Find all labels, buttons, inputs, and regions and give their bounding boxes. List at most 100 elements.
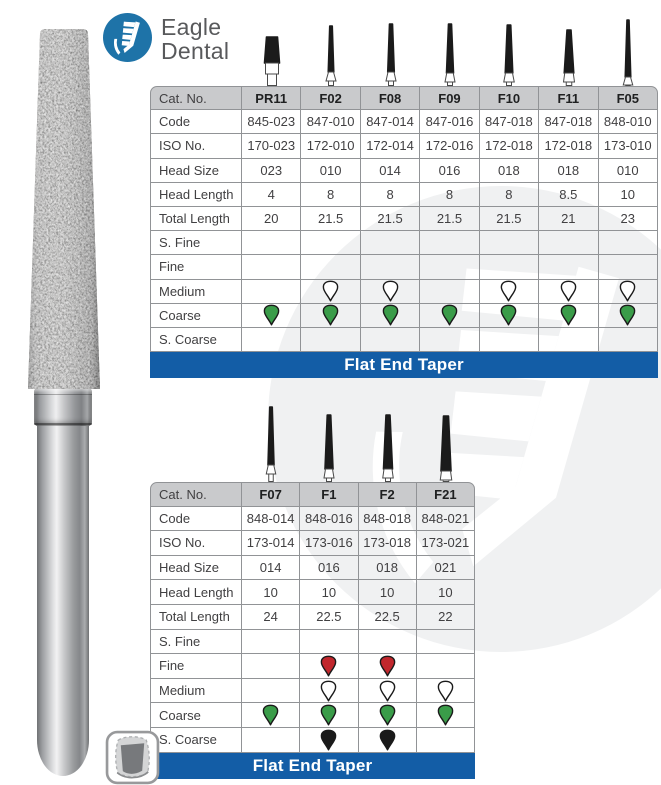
row-label: Head Size — [150, 158, 242, 183]
spec-cell: 170-023 — [242, 134, 302, 159]
bur-profile-icon — [381, 414, 394, 482]
spec-cell: 847-018 — [539, 110, 599, 135]
grit-cell — [479, 231, 540, 256]
spec-cell: 014 — [242, 555, 301, 581]
header-row: Cat. No. PR11 F02 F08 F09 F10 F11 F05 — [150, 86, 658, 111]
grit-cell — [300, 727, 359, 753]
row-total_length: Total Length 24 22.5 22.5 22 — [150, 604, 475, 630]
grit-diamond-red — [379, 655, 395, 677]
spec-cell: 018 — [358, 555, 417, 581]
grit-diamond-green — [321, 704, 337, 726]
spec-cell: 10 — [242, 580, 301, 605]
column-header-F21: F21 — [416, 482, 475, 507]
grit-cell — [539, 327, 599, 353]
column-header-F11: F11 — [539, 86, 599, 111]
grit-cell — [360, 327, 421, 353]
grit-cell — [242, 727, 301, 753]
spec-cell: 173-021 — [416, 531, 475, 556]
grit-cell — [242, 327, 302, 353]
grit-cell — [420, 231, 480, 256]
spec-cell: 010 — [598, 158, 658, 183]
grit-diamond-green — [441, 304, 458, 326]
row-coarse: Coarse — [150, 303, 658, 328]
spec-cell: 22.5 — [358, 604, 417, 630]
row-s_coarse: S. Coarse — [150, 327, 658, 353]
spec-cell: 8 — [420, 182, 480, 207]
grit-cell — [242, 255, 302, 280]
flat-end-taper-shape-icon — [105, 730, 160, 785]
grit-cell — [242, 231, 302, 256]
bur-profile-icon — [265, 406, 277, 482]
grit-cell — [416, 629, 475, 655]
row-head_length: Head Length 10 10 10 10 — [150, 580, 475, 605]
grit-diamond-black — [321, 729, 337, 751]
grit-cell — [420, 327, 480, 353]
column-profiles — [150, 1, 658, 86]
spec-cell: 8 — [479, 182, 540, 207]
spec-cell: 016 — [420, 158, 480, 183]
row-medium: Medium — [150, 279, 658, 304]
bur-profile-icon — [384, 23, 397, 86]
grit-cell — [358, 629, 417, 655]
grit-cell — [479, 255, 540, 280]
brand-name: Eagle Dental — [161, 15, 229, 63]
grit-cell — [420, 255, 480, 280]
grit-cell — [416, 727, 475, 753]
brand-name-line2: Dental — [161, 38, 230, 64]
row-iso: ISO No. 170-023 172-010 172-014 172-016 172-0… — [150, 134, 658, 159]
grit-cell — [358, 678, 417, 704]
bur-profile-icon — [323, 414, 335, 482]
grit-cell — [360, 231, 421, 256]
grit-diamond-black — [379, 729, 395, 751]
grit-cell — [416, 678, 475, 704]
grit-diamond-white — [437, 680, 454, 702]
column-header-F10: F10 — [479, 86, 540, 111]
spec-cell: 10 — [300, 580, 359, 605]
column-header-F2: F2 — [358, 482, 417, 507]
collar-ridge-line — [34, 394, 92, 395]
grit-diamond-green — [322, 304, 339, 326]
column-header-F02: F02 — [301, 86, 361, 111]
grit-diamond-red — [321, 655, 337, 677]
brand-name-line1: Eagle — [161, 14, 222, 40]
spec-cell: 014 — [360, 158, 421, 183]
grit-cell — [242, 629, 301, 655]
row-label: ISO No. — [150, 134, 242, 159]
row-label: Head Size — [150, 555, 242, 581]
spec-cell: 018 — [539, 158, 599, 183]
spec-cell: 845-023 — [242, 110, 302, 135]
row-head_size: Head Size 023 010 014 016 018 018 010 — [150, 158, 658, 183]
row-code: Code 845-023 847-010 847-014 847-016 847-018 8… — [150, 110, 658, 135]
row-s_fine: S. Fine — [150, 231, 658, 256]
grit-cell — [598, 255, 658, 280]
spec-cell: 21.5 — [301, 206, 361, 232]
spec-cell: 848-018 — [358, 506, 417, 532]
spec-cell: 22.5 — [300, 604, 359, 630]
bur-profile-icon — [444, 23, 456, 86]
spec-cell: 847-018 — [479, 110, 540, 135]
row-medium: Medium — [150, 678, 475, 704]
spec-table: Cat. No. F07 F1 F2 F21 Code 848-014 848-016 848-… — [150, 482, 475, 753]
row-iso: ISO No. 173-014 173-016 173-018 173-021 — [150, 531, 475, 556]
spec-cell: 173-014 — [242, 531, 301, 556]
drill-bit-icon — [103, 13, 152, 62]
spec-cell: 848-021 — [416, 506, 475, 532]
grit-cell — [598, 327, 658, 353]
bur-profile-icon — [622, 19, 634, 86]
spec-cell: 173-010 — [598, 134, 658, 159]
grit-diamond-green — [382, 304, 398, 326]
spec-cell: 172-018 — [539, 134, 599, 159]
grit-diamond-white — [379, 680, 395, 702]
spec-cell: 20 — [242, 206, 302, 232]
grit-cell — [416, 654, 475, 679]
spec-cell: 172-014 — [360, 134, 421, 159]
spec-cell: 848-014 — [242, 506, 301, 532]
row-label: Code — [150, 506, 242, 532]
spec-table: Cat. No. PR11 F02 F08 F09 F10 F11 F05 Code 845-02… — [150, 86, 658, 353]
spec-cell: 848-010 — [598, 110, 658, 135]
spec-cell: 172-018 — [479, 134, 540, 159]
row-label: ISO No. — [150, 531, 242, 556]
grit-cell — [301, 303, 361, 328]
product-table-lower: Cat. No. F07 F1 F2 F21 Code 848-014 848-016 848-… — [150, 406, 475, 779]
row-coarse: Coarse — [150, 703, 475, 728]
